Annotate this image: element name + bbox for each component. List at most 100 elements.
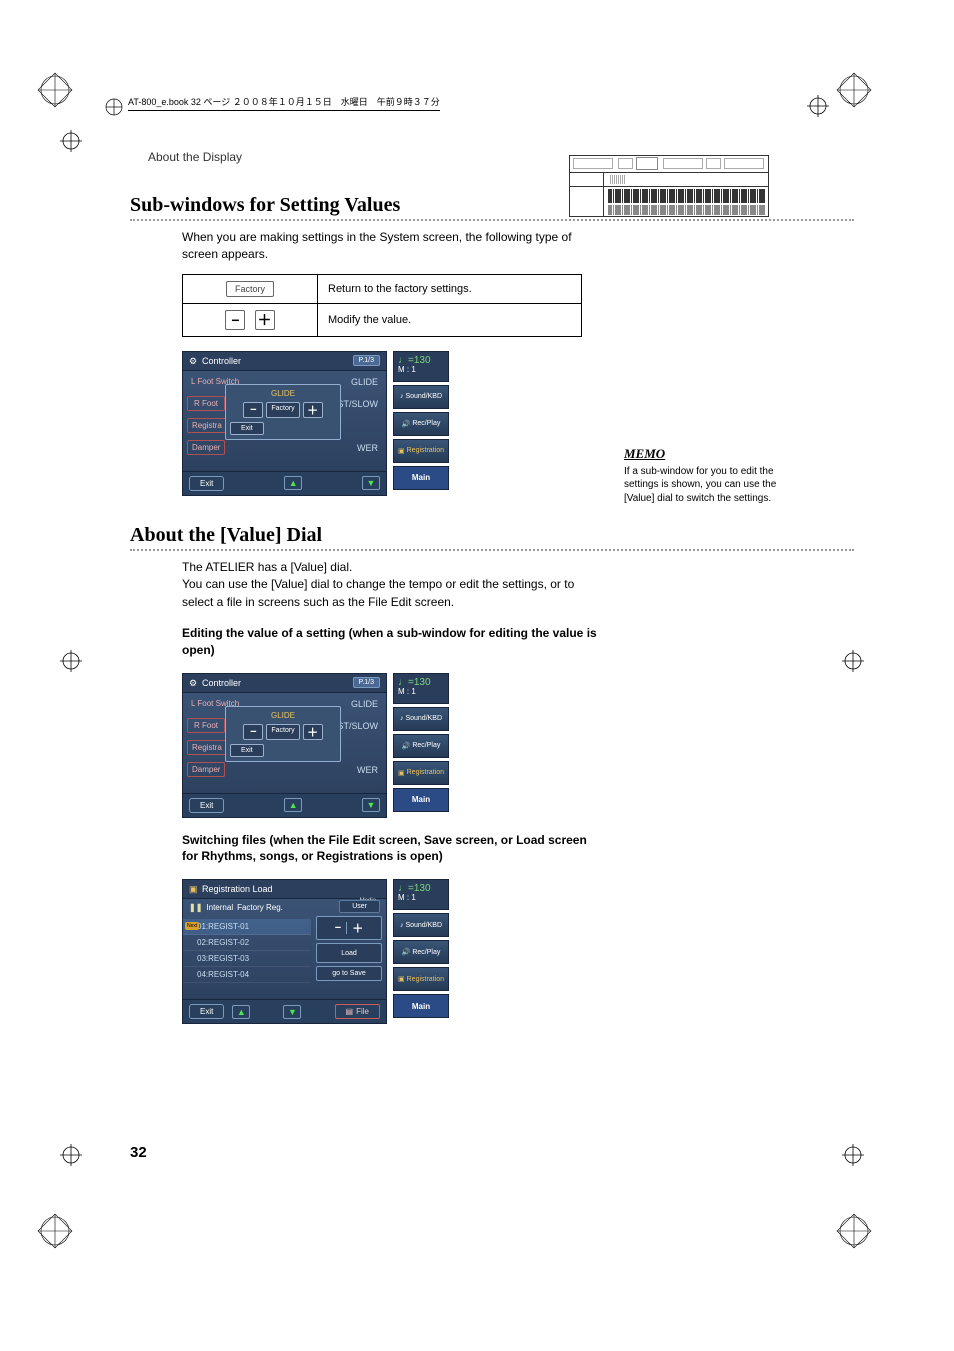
lcd-row-label: Registra [187,740,227,755]
crop-corner-bl [35,1211,75,1251]
bold-caption-1: Editing the value of a setting (when a s… [182,625,597,659]
lcd-minus: − [243,724,263,740]
lcd-side-main: Main [393,994,449,1018]
crop-corner-br [834,1211,874,1251]
list-icon: ▤ [346,1007,354,1016]
down-arrow-icon: ▼ [283,1005,301,1019]
lcd-plus: ＋ [303,402,323,418]
lcd-side-reg: ▣Registration [393,967,449,991]
factory-description: Return to the factory settings. [318,274,582,303]
reg-icon: ▣ [398,769,405,777]
lcd-side-sound: ♪Sound/KBD [393,707,449,731]
lcd-title: Controller [202,678,241,688]
table-row: Factory Return to the factory settings. [183,274,582,303]
lcd-side-reg: ▣Registration [393,761,449,785]
minus-button-icon: − [225,310,245,330]
register-mark [60,130,82,152]
note-icon: ♪ [400,715,404,722]
lcd-tempo: ♩=130M : 1 [393,879,449,910]
table-row: − ＋ Modify the value. [183,303,582,336]
paragraph-val1: The ATELIER has a [Value] dial. [182,559,597,576]
lcd-title: Controller [202,356,241,366]
button-description-table: Factory Return to the factory settings. … [182,274,582,337]
lcd-popup: GLIDE − Factory ＋ Exit [225,706,341,762]
lcd-factory: Factory [266,724,299,740]
lcd-row-label: Damper [187,762,225,777]
down-arrow-icon: ▼ [362,476,380,490]
pm-description: Modify the value. [318,303,582,336]
lcd-side-rec: 🔊Rec/Play [393,940,449,964]
lcd-side-rec: 🔊Rec/Play [393,734,449,758]
pm-group: − ＋ [316,916,382,940]
lcd-page-badge: P.1/3 [353,355,380,366]
dotted-rule [130,219,854,221]
lcd-side-main: Main [393,788,449,812]
lcd-exit: Exit [189,476,224,491]
lcd-minus: − [243,402,263,418]
lcd-popup-title: GLIDE [230,389,336,398]
load-button: Load [316,943,382,963]
register-mark [842,650,864,672]
controller-icon: ⚙ [189,356,199,366]
page-header-text: AT-800_e.book 32 ページ ２００８年１０月１５日 水曜日 午前９… [128,95,440,111]
dotted-rule [130,549,854,551]
lcd-row-val: WER [228,765,382,775]
lcd-popup-title: GLIDE [230,711,336,720]
lcd-popup-exit: Exit [230,744,264,757]
lcd-tempo: ♩=130M : 1 [393,673,449,704]
lcd-exit: Exit [189,1004,224,1019]
controller-icon: ⚙ [189,678,199,688]
list-item: 03:REGIST-03 [183,951,311,967]
lcd-exit: Exit [189,798,224,813]
register-mark [807,95,829,117]
lcd-plus: ＋ [303,724,323,740]
lcd-row-label: Registra [187,418,227,433]
lcd-popup: GLIDE − Factory ＋ Exit [225,384,341,440]
note-icon: ♪ [400,922,404,929]
crop-corner-tr [834,70,874,110]
lcd-row-label: R Foot [187,718,225,733]
memo-text: If a sub-window for you to edit the sett… [624,466,776,504]
go-to-save-button: go to Save [316,966,382,981]
speaker-icon: 🔊 [402,948,411,956]
factory-reg-label: Factory Reg. [237,903,283,912]
up-arrow-icon: ▲ [284,476,302,490]
lcd-side-reg: ▣Registration [393,439,449,463]
up-arrow-icon: ▲ [232,1005,250,1019]
speaker-icon: 🔊 [402,742,411,750]
lcd-side-sound: ♪Sound/KBD [393,913,449,937]
register-mark [842,1144,864,1166]
register-mark [60,1144,82,1166]
reg-icon: ▣ [398,447,405,455]
lcd-row-label: R Foot [187,396,225,411]
lcd-side-rec: 🔊Rec/Play [393,412,449,436]
plus-button-icon: ＋ [255,310,275,330]
paragraph-sub-windows: When you are making settings in the Syst… [182,229,597,264]
lcd-row-val: WER [228,443,382,453]
list-item: 04:REGIST-04 [183,967,311,983]
memo-label: MEMO [624,445,789,463]
lcd-tempo: ♩=130M : 1 [393,351,449,382]
keyboard-diagram: for(let i=0;i<70;i++)document.write('<sp… [569,155,769,217]
up-arrow-icon: ▲ [284,798,302,812]
crop-corner-tl [35,70,75,110]
reg-icon: ▣ [189,884,199,894]
reg-icon: ▣ [398,975,405,983]
internal-label: Internal [206,903,233,912]
book-icon [105,98,123,116]
lcd-side-sound: ♪Sound/KBD [393,385,449,409]
memo-box: MEMO If a sub-window for you to edit the… [624,445,789,505]
lcd-side-main: Main [393,466,449,490]
lcd-factory: Factory [266,402,299,418]
lcd-screenshot-3: ▣Registration Load Media ❚❚ Internal Fac… [182,879,854,1024]
note-icon: ♪ [400,393,404,400]
media-button: User [339,900,380,913]
file-button: ▤File [335,1004,380,1019]
speaker-icon: 🔊 [402,420,411,428]
heading-value-dial: About the [Value] Dial [130,524,854,547]
next-badge: Next [185,922,199,930]
lcd-popup-exit: Exit [230,422,264,435]
pause-icon: ❚❚ [189,903,202,912]
lcd-row-label: Damper [187,440,225,455]
lcd-page-badge: P.1/3 [353,677,380,688]
